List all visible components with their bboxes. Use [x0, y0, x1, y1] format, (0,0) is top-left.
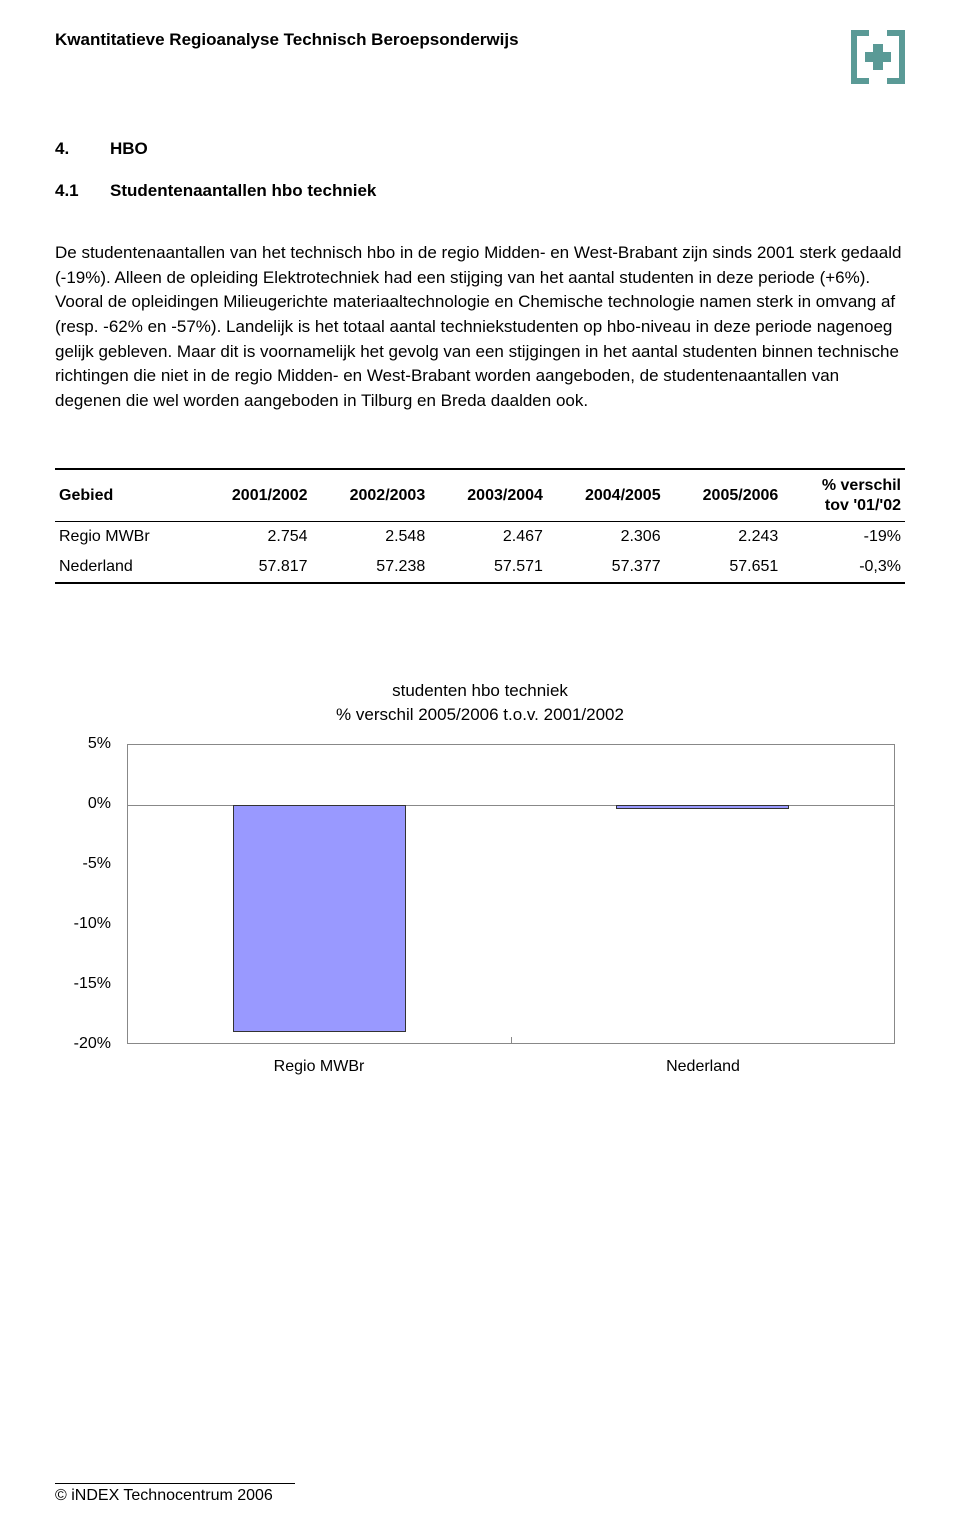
- y-tick-label: -20%: [74, 1035, 111, 1053]
- y-tick-label: -5%: [83, 855, 111, 873]
- x-tick-label: Regio MWBr: [274, 1058, 365, 1076]
- bar-chart: studenten hbo techniek % verschil 2005/2…: [55, 679, 905, 1085]
- col-header: Gebied: [55, 469, 194, 521]
- col-header: 2002/2003: [312, 469, 430, 521]
- y-tick-label: -10%: [74, 915, 111, 933]
- table-row: Regio MWBr 2.754 2.548 2.467 2.306 2.243…: [55, 521, 905, 552]
- y-tick-label: 5%: [88, 735, 111, 753]
- chart-title: studenten hbo techniek % verschil 2005/2…: [55, 679, 905, 727]
- logo: [851, 30, 905, 89]
- col-header: 2004/2005: [547, 469, 665, 521]
- col-header: % verschil tov '01/'02: [782, 469, 905, 521]
- section-number: 4.: [55, 139, 110, 159]
- y-tick-label: -15%: [74, 975, 111, 993]
- table-row: Nederland 57.817 57.238 57.571 57.377 57…: [55, 552, 905, 583]
- x-tick-label: Nederland: [666, 1058, 740, 1076]
- y-tick-label: 0%: [88, 795, 111, 813]
- col-header: 2001/2002: [194, 469, 312, 521]
- data-table: Gebied 2001/2002 2002/2003 2003/2004 200…: [55, 468, 905, 583]
- footer-copyright: © iNDEX Technocentrum 2006: [55, 1483, 295, 1505]
- body-paragraph: De studentenaantallen van het technisch …: [55, 241, 905, 413]
- subsection-title: Studentenaantallen hbo techniek: [110, 181, 376, 201]
- col-header: 2005/2006: [665, 469, 783, 521]
- page-header: Kwantitatieve Regioanalyse Technisch Ber…: [55, 30, 519, 50]
- subsection-number: 4.1: [55, 181, 110, 201]
- chart-bar: [233, 805, 405, 1031]
- col-header: 2003/2004: [429, 469, 547, 521]
- section-title: HBO: [110, 139, 148, 159]
- chart-bar: [616, 805, 788, 809]
